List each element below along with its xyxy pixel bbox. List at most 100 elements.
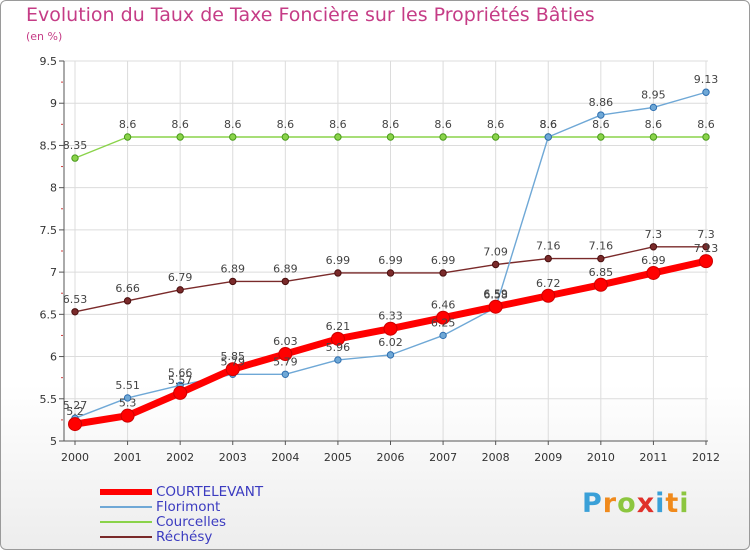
data-label-courtelevant: 5.57 (168, 374, 193, 387)
legend-label: COURTELEVANT (156, 484, 264, 500)
data-label-courtelevant: 5.3 (119, 397, 137, 410)
data-label-courtelevant: 6.46 (431, 299, 456, 312)
data-label-courcelles: 8.6 (277, 118, 295, 131)
x-tick-label: 2004 (271, 451, 299, 464)
axes: 5 5.5 6 6.5 7 7.5 8 8.5 9 9.5 2000 2001 2002 2003 2004… (40, 55, 721, 464)
data-label-courcelles: 8.6 (592, 118, 610, 131)
data-label-courtelevant: 6.85 (589, 266, 614, 279)
logo-letter: r (602, 488, 618, 519)
point-florimont (439, 331, 447, 340)
point-florimont (702, 88, 710, 96)
data-label-florimont: 5.96 (326, 341, 351, 354)
point-rechesy (229, 277, 237, 286)
point-courtelevant (541, 288, 556, 303)
data-label-courtelevant: 5.85 (221, 350, 246, 363)
y-tick-label: 9 (50, 97, 57, 110)
point-rechesy (544, 254, 552, 263)
point-courcelles (123, 133, 132, 141)
point-florimont (281, 370, 290, 378)
y-tick-label: 6.5 (40, 308, 58, 321)
point-courcelles (649, 133, 658, 141)
legend-label: Florimont (156, 499, 221, 515)
point-rechesy (123, 297, 132, 305)
point-courtelevant (173, 385, 188, 400)
point-courcelles (281, 133, 290, 141)
point-courcelles (176, 133, 184, 141)
data-label-courcelles: 8.6 (329, 118, 347, 131)
point-courtelevant (68, 417, 82, 432)
data-label-courtelevant: 6.03 (273, 335, 298, 348)
data-labels: 8.35 8.6 8.6 8.6 8.6 8.6 8.6 8.6 8.6 8.6 8.6 8.6 8.6… (63, 73, 719, 418)
data-label-florimont: 5.79 (273, 355, 298, 368)
data-label-courcelles: 8.6 (119, 118, 137, 131)
point-rechesy (491, 260, 500, 269)
logo-letter: i (655, 488, 666, 519)
data-label-rechesy: 7.16 (589, 240, 614, 253)
data-label-rechesy: 7.3 (645, 228, 663, 241)
data-label-courtelevant: 6.99 (641, 254, 666, 267)
logo-letter: t (665, 488, 680, 519)
y-tick-label: 7.5 (40, 224, 58, 237)
point-courcelles (439, 133, 447, 141)
data-label-rechesy: 6.89 (221, 262, 246, 275)
point-courcelles (386, 133, 395, 141)
data-label-rechesy: 6.53 (63, 293, 88, 306)
point-courtelevant (120, 408, 135, 423)
data-label-rechesy: 7.09 (483, 246, 508, 259)
logo-letter: i (679, 488, 690, 519)
point-courtelevant (383, 321, 398, 336)
point-courtelevant (330, 331, 345, 346)
x-tick-label: 2006 (377, 451, 405, 464)
point-rechesy (439, 269, 447, 277)
logo-letter: o (617, 488, 637, 519)
data-label-florimont: 6.02 (378, 336, 403, 349)
legend-label: Réchésy (156, 529, 213, 545)
point-courcelles (702, 133, 710, 141)
data-label-courcelles: 8.6 (487, 118, 505, 131)
point-florimont (386, 351, 395, 359)
series-layer (68, 88, 713, 432)
data-label-courtelevant: 6.72 (536, 277, 561, 290)
data-label-courcelles: 8.6 (171, 118, 189, 131)
data-label-courtelevant: 6.33 (378, 310, 403, 323)
point-florimont (544, 133, 552, 141)
data-label-courcelles: 8.6 (645, 118, 663, 131)
data-label-florimont: 8.6 (540, 118, 558, 131)
x-tick-label: 2002 (166, 451, 194, 464)
data-label-rechesy: 7.3 (697, 228, 715, 241)
point-rechesy (386, 269, 395, 277)
chart-subtitle: (en %) (26, 30, 63, 43)
point-courcelles (491, 133, 500, 141)
chart-title: Evolution du Taux de Taxe Foncière sur l… (26, 4, 595, 26)
legend-label: Courcelles (156, 514, 227, 530)
data-label-courtelevant: 6.21 (326, 320, 351, 333)
data-label-courcelles: 8.6 (540, 118, 558, 131)
logo-letter: x (636, 488, 656, 519)
point-rechesy (702, 243, 710, 251)
point-florimont (334, 356, 342, 364)
y-tick-label: 7 (50, 266, 57, 279)
x-tick-label: 2001 (114, 451, 142, 464)
legend-swatch (100, 506, 152, 508)
point-courtelevant (593, 277, 608, 292)
data-label-rechesy: 6.66 (115, 282, 140, 295)
x-tick-label: 2011 (639, 451, 667, 464)
point-courtelevant (225, 362, 240, 377)
point-courcelles (597, 133, 605, 141)
data-label-florimont: 5.66 (168, 366, 193, 379)
x-tick-label: 2008 (482, 451, 510, 464)
point-courtelevant (278, 347, 293, 362)
y-tick-label: 8.5 (40, 139, 58, 152)
x-tick-label: 2000 (61, 451, 89, 464)
logo-letter: P (582, 488, 603, 519)
data-label-florimont: 8.95 (641, 88, 666, 101)
point-rechesy (71, 308, 79, 316)
legend-swatch (100, 489, 152, 495)
y-tick-label: 5 (50, 435, 57, 448)
data-label-rechesy: 6.89 (273, 262, 298, 275)
data-label-florimont: 9.13 (694, 73, 719, 86)
data-label-courcelles: 8.6 (697, 118, 715, 131)
data-label-florimont: 8.86 (589, 96, 614, 109)
legend-swatch (100, 536, 152, 538)
